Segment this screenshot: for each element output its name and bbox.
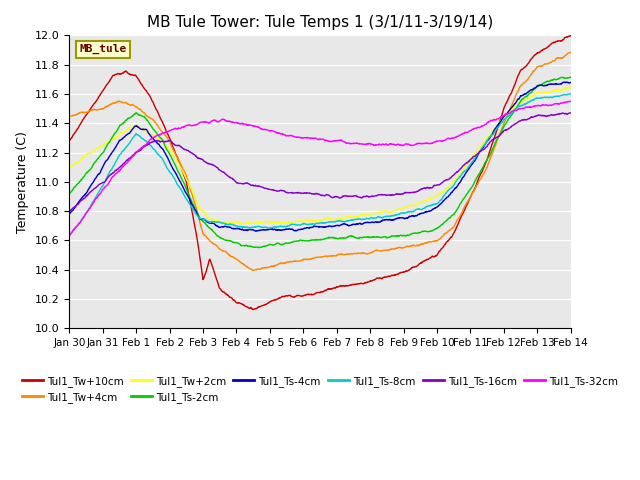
Text: MB_tule: MB_tule bbox=[79, 44, 127, 54]
Legend: Tul1_Tw+10cm, Tul1_Tw+4cm, Tul1_Tw+2cm, Tul1_Ts-2cm, Tul1_Ts-4cm, Tul1_Ts-8cm, T: Tul1_Tw+10cm, Tul1_Tw+4cm, Tul1_Tw+2cm, … bbox=[18, 372, 622, 407]
Title: MB Tule Tower: Tule Temps 1 (3/1/11-3/19/14): MB Tule Tower: Tule Temps 1 (3/1/11-3/19… bbox=[147, 15, 493, 30]
Y-axis label: Temperature (C): Temperature (C) bbox=[16, 131, 29, 233]
